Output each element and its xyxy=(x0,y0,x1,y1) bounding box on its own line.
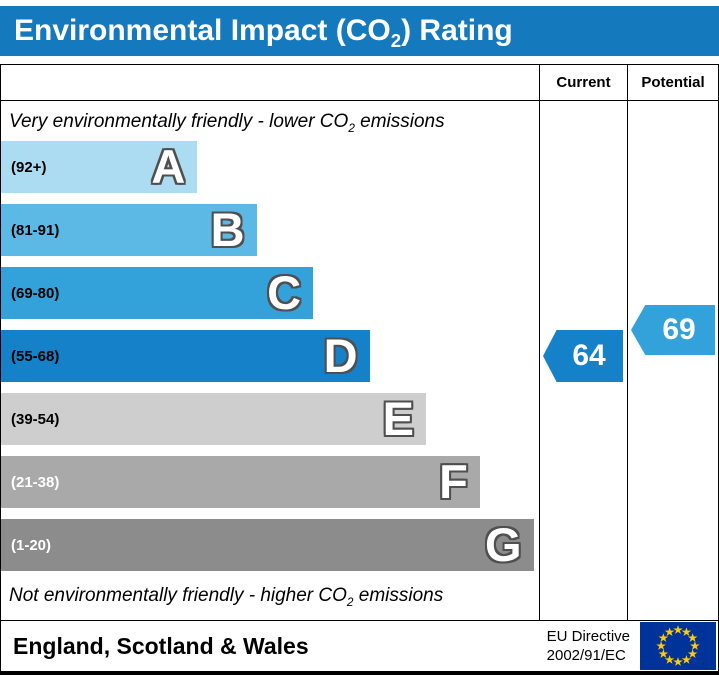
rating-chart-frame: Current Potential Very environmentally f… xyxy=(0,64,719,621)
band-b-range: (81-91) xyxy=(11,221,60,239)
eu-directive-label: EU Directive 2002/91/EC xyxy=(547,627,630,665)
band-d-range: (55-68) xyxy=(11,347,60,365)
band-f-letter: F xyxy=(439,455,468,508)
footer: England, Scotland & Wales EU Directive 2… xyxy=(0,621,719,675)
top-note-post: emissions xyxy=(354,111,445,132)
bottom-note-post: emissions xyxy=(353,585,444,606)
top-note: Very environmentally friendly - lower CO… xyxy=(1,105,539,139)
region-label: England, Scotland & Wales xyxy=(13,632,309,659)
band-a-letter: A xyxy=(151,140,186,193)
band-a-range: (92+) xyxy=(11,158,47,176)
band-b-letter: B xyxy=(210,203,245,256)
band-g-range: (1-20) xyxy=(11,536,52,554)
top-note-sub: 2 xyxy=(348,121,355,135)
main-column-header xyxy=(1,65,539,101)
eu-directive-line1: EU Directive xyxy=(546,628,630,645)
band-a-bar: (92+) A xyxy=(1,140,198,193)
current-column: 64 xyxy=(539,101,627,620)
bands-column: Very environmentally friendly - lower CO… xyxy=(1,101,539,620)
band-d-bar: (55-68) D xyxy=(1,330,370,382)
current-column-header: Current xyxy=(539,65,627,101)
bottom-note: Not environmentally friendly - higher CO… xyxy=(1,579,539,613)
band-g-letter: G xyxy=(485,518,522,571)
page-title-sub: 2 xyxy=(390,30,402,51)
band-e-range: (39-54) xyxy=(11,410,60,428)
band-d-letter: D xyxy=(323,329,358,382)
band-f-range: (21-38) xyxy=(11,473,60,491)
page-title-post: ) Rating xyxy=(401,14,513,47)
potential-rating-value: 69 xyxy=(662,313,696,346)
bottom-note-sub: 2 xyxy=(346,595,354,609)
page-title-pre: Environmental Impact (CO xyxy=(14,14,391,47)
band-c-letter: C xyxy=(267,266,302,319)
page-title: Environmental Impact (CO2) Rating xyxy=(14,14,513,51)
band-e-bar: (39-54) E xyxy=(1,392,427,445)
eu-directive-line2: 2002/91/EC xyxy=(546,647,626,664)
title-bar: Environmental Impact (CO2) Rating xyxy=(0,6,719,56)
band-c-bar: (69-80) C xyxy=(1,266,314,319)
band-g-bar: (1-20) G xyxy=(1,519,534,571)
current-rating-arrow: 64 xyxy=(543,330,623,382)
potential-column: 69 xyxy=(627,101,718,620)
potential-column-header: Potential xyxy=(627,65,718,101)
top-note-pre: Very environmentally friendly - lower CO xyxy=(9,111,349,132)
current-rating-value: 64 xyxy=(572,339,606,372)
band-list: (92+) A (81-91) B (69-80) C (55-68) D (3… xyxy=(1,139,539,571)
band-c-range: (69-80) xyxy=(11,284,60,302)
band-b-bar: (81-91) B xyxy=(1,204,257,256)
band-f-bar: (21-38) F xyxy=(1,456,480,508)
band-e-letter: E xyxy=(382,392,415,445)
bottom-note-pre: Not environmentally friendly - higher CO xyxy=(9,585,347,606)
eu-flag-icon xyxy=(640,622,716,670)
potential-rating-arrow: 69 xyxy=(631,305,715,355)
